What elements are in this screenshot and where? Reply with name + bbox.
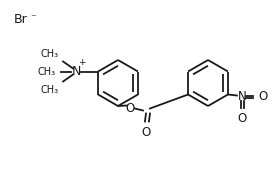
Text: O: O [125,102,135,115]
Text: N: N [71,65,81,78]
Text: O: O [237,112,247,124]
Text: N: N [237,90,246,103]
Text: O: O [258,90,267,103]
Text: O: O [141,125,151,139]
Text: CH₃: CH₃ [41,48,59,58]
Text: ⁻: ⁻ [30,13,36,23]
Text: CH₃: CH₃ [41,84,59,94]
Text: CH₃: CH₃ [38,66,56,76]
Text: +: + [78,57,86,66]
Text: Br: Br [14,13,28,26]
